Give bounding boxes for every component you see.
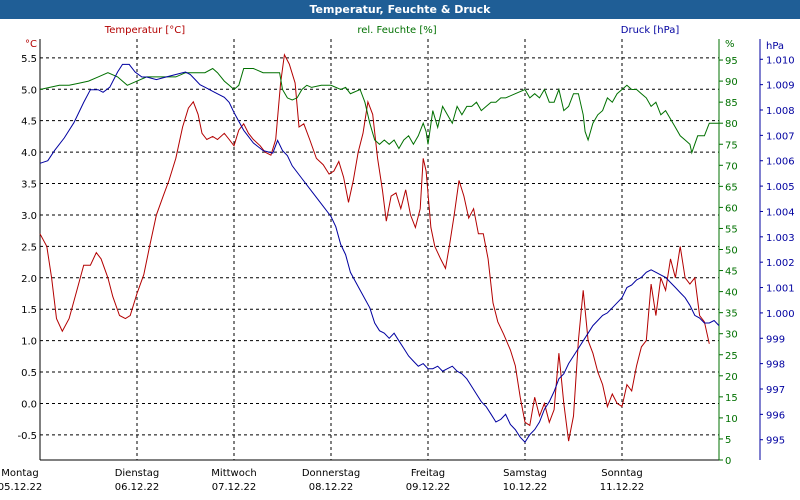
x-tick-label: Montag 05.12.22	[0, 468, 42, 493]
humidity-tick-label: 40	[725, 288, 738, 299]
pressure-unit-label: hPa	[766, 41, 784, 52]
temperature-tick-label: 5.0	[21, 85, 37, 96]
temperature-line	[39, 53, 710, 442]
humidity-tick-label: 15	[725, 393, 738, 404]
x-tick-label: Donnerstag 08.12.22	[302, 468, 360, 493]
temperature-tick-label: 2.0	[21, 274, 37, 285]
humidity-tick-label: 85	[725, 98, 738, 109]
humidity-tick-label: 35	[725, 309, 738, 320]
temperature-tick-label: 1.5	[21, 305, 37, 316]
pressure-tick-label: 997	[766, 385, 785, 396]
pressure-tick-label: 999	[766, 334, 785, 345]
pressure-tick-label: 1.009	[766, 81, 795, 92]
x-tick-label: Samstag 10.12.22	[503, 468, 548, 493]
temperature-tick-label: 2.5	[21, 242, 37, 253]
temperature-tick-label: 4.5	[21, 117, 37, 128]
humidity-tick-label: 70	[725, 161, 738, 172]
pressure-tick-label: 1.010	[766, 55, 795, 66]
x-tick-label: Mittwoch 07.12.22	[211, 468, 256, 493]
grid-lines	[40, 39, 719, 460]
humidity-tick-label: 65	[725, 182, 738, 193]
axes	[39, 39, 763, 461]
humidity-tick-label: 95	[725, 56, 738, 67]
humidity-tick-label: 45	[725, 267, 738, 278]
chart-canvas: 5.5 5.0 4.5 4.0 3.5 3.0 2.5 2.0 1.5 1.0 0.5 0.0 -0.5…	[0, 25, 795, 493]
temperature-tick-label: 5.5	[21, 54, 37, 65]
x-tick-day: Montag	[1, 468, 38, 479]
x-tick-day: Mittwoch	[211, 468, 256, 479]
pressure-tick-label: 1.005	[766, 182, 795, 193]
temperature-unit-label: °C	[25, 39, 37, 50]
pressure-tick-label: 996	[766, 410, 785, 421]
legend-humidity: rel. Feuchte [%]	[357, 25, 436, 36]
x-tick-label: Dienstag 06.12.22	[115, 468, 160, 493]
temperature-tick-label: 3.5	[21, 180, 37, 191]
humidity-tick-label: 55	[725, 224, 738, 235]
series-lines	[39, 53, 720, 444]
x-tick-date: 09.12.22	[406, 482, 451, 493]
x-tick-date: 05.12.22	[0, 482, 42, 493]
temperature-tick-label: 0.5	[21, 368, 37, 379]
legend: Temperatur [°C] rel. Feuchte [%] Druck [hP…	[104, 25, 680, 36]
temperature-tick-label: 0.0	[21, 399, 37, 410]
humidity-tick-label: 90	[725, 77, 738, 88]
humidity-tick-label: 5	[725, 435, 731, 446]
legend-temperature: Temperatur [°C]	[104, 25, 185, 36]
temperature-tick-label: 1.0	[21, 337, 37, 348]
temperature-tick-label: 3.0	[21, 211, 37, 222]
x-tick-day: Donnerstag	[302, 468, 360, 479]
x-tick-date: 06.12.22	[115, 482, 160, 493]
humidity-tick-label: 60	[725, 203, 738, 214]
humidity-tick-label: 75	[725, 140, 738, 151]
temperature-tick-label: -0.5	[17, 431, 37, 442]
x-tick-day: Freitag	[411, 468, 445, 479]
humidity-tick-label: 0	[725, 456, 731, 467]
humidity-tick-label: 25	[725, 351, 738, 362]
humidity-tick-label: 20	[725, 372, 738, 383]
chart-title-bar: Temperatur, Feuchte & Druck	[0, 0, 800, 19]
x-tick-day: Samstag	[503, 468, 547, 479]
humidity-unit-label: %	[725, 39, 735, 50]
pressure-tick-label: 1.007	[766, 131, 795, 142]
humidity-tick-label: 10	[725, 414, 738, 425]
x-tick-label: Sonntag 11.12.22	[600, 468, 645, 493]
pressure-tick-label: 1.008	[766, 106, 795, 117]
pressure-tick-label: 1.001	[766, 284, 795, 295]
x-tick-date: 07.12.22	[212, 482, 257, 493]
pressure-line	[39, 63, 720, 444]
legend-pressure: Druck [hPa]	[621, 25, 680, 36]
humidity-tick-label: 30	[725, 330, 738, 341]
x-tick-day: Sonntag	[601, 468, 643, 479]
x-tick-label: Freitag 09.12.22	[406, 468, 451, 493]
x-tick-date: 11.12.22	[600, 482, 645, 493]
x-tick-day: Dienstag	[115, 468, 160, 479]
temperature-tick-label: 4.0	[21, 148, 37, 159]
pressure-tick-label: 1.000	[766, 309, 795, 320]
x-tick-date: 10.12.22	[503, 482, 548, 493]
pressure-tick-label: 995	[766, 436, 785, 447]
x-tick-date: 08.12.22	[309, 482, 354, 493]
humidity-line	[39, 67, 719, 155]
pressure-tick-label: 1.002	[766, 258, 795, 269]
humidity-tick-label: 80	[725, 119, 738, 130]
pressure-tick-label: 1.004	[766, 207, 795, 218]
pressure-tick-label: 1.003	[766, 233, 795, 244]
pressure-tick-label: 1.006	[766, 157, 795, 168]
pressure-tick-label: 998	[766, 360, 785, 371]
axis-labels: 5.5 5.0 4.5 4.0 3.5 3.0 2.5 2.0 1.5 1.0 0.5 0.0 -0.5…	[0, 39, 795, 493]
humidity-tick-label: 50	[725, 246, 738, 257]
